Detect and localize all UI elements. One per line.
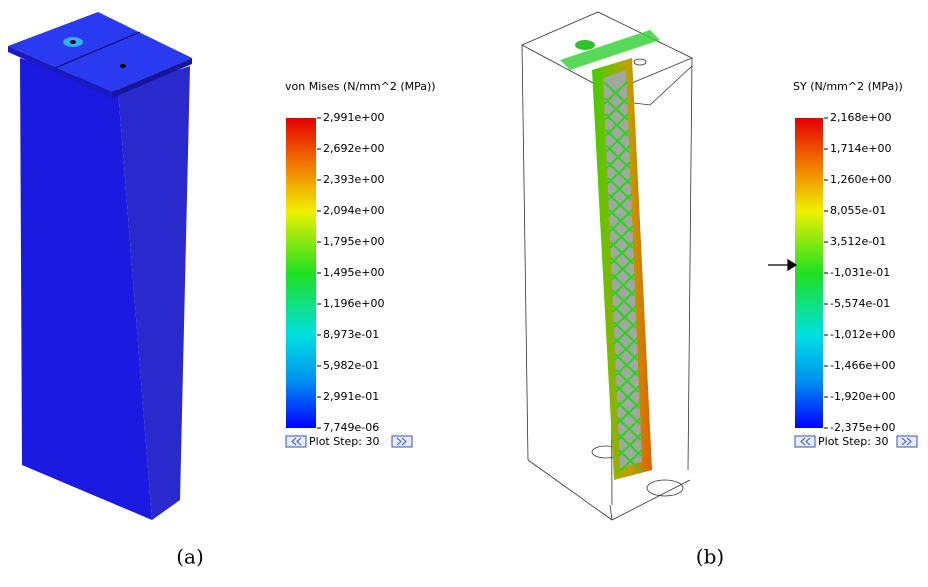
legend-title: von Mises (N/mm^2 (MPa)) [285, 80, 436, 93]
tick-label: 5,982e-01 [323, 359, 379, 372]
prev-button[interactable] [285, 435, 307, 448]
tick-label: 2,168e+00 [830, 111, 891, 124]
tick-label: -1,920e+00 [830, 390, 895, 403]
tick-label: 8,973e-01 [323, 328, 379, 341]
legend-title: SY (N/mm^2 (MPa)) [793, 80, 903, 93]
tick-label: 2,393e+00 [323, 173, 384, 186]
tick-label: 1,196e+00 [323, 297, 384, 310]
model-a [8, 12, 192, 520]
tick-label: 1,795e+00 [323, 235, 384, 248]
probe-arrow [768, 258, 798, 272]
tick-label: 8,055e-01 [830, 204, 886, 217]
tick-label: -1,012e+00 [830, 328, 895, 341]
tick-label: 2,991e-01 [323, 390, 379, 403]
tick-label: 3,512e-01 [830, 235, 886, 248]
tick-label: 1,714e+00 [830, 142, 891, 155]
next-button[interactable] [896, 435, 918, 448]
colorbar [286, 118, 316, 428]
tick-label: 7,749e-06 [323, 421, 379, 434]
tick-label: 1,260e+00 [830, 173, 891, 186]
tick-label: -1,031e-01 [830, 266, 890, 279]
prev-button[interactable] [794, 435, 816, 448]
caption: (b) [696, 545, 724, 569]
tick-label: -2,375e+00 [830, 421, 895, 434]
caption: (a) [176, 545, 204, 569]
tick-label: 2,991e+00 [323, 111, 384, 124]
tick-label: -5,574e-01 [830, 297, 890, 310]
plot-step: Plot Step: 30 [309, 435, 379, 448]
colorbar [795, 118, 823, 428]
tick-label: 1,495e+00 [323, 266, 384, 279]
beam [560, 30, 660, 480]
tick-label: -1,466e+00 [830, 359, 895, 372]
next-button[interactable] [391, 435, 413, 448]
tick-label: 2,692e+00 [323, 142, 384, 155]
plot-step: Plot Step: 30 [818, 435, 888, 448]
tick-label: 2,094e+00 [323, 204, 384, 217]
